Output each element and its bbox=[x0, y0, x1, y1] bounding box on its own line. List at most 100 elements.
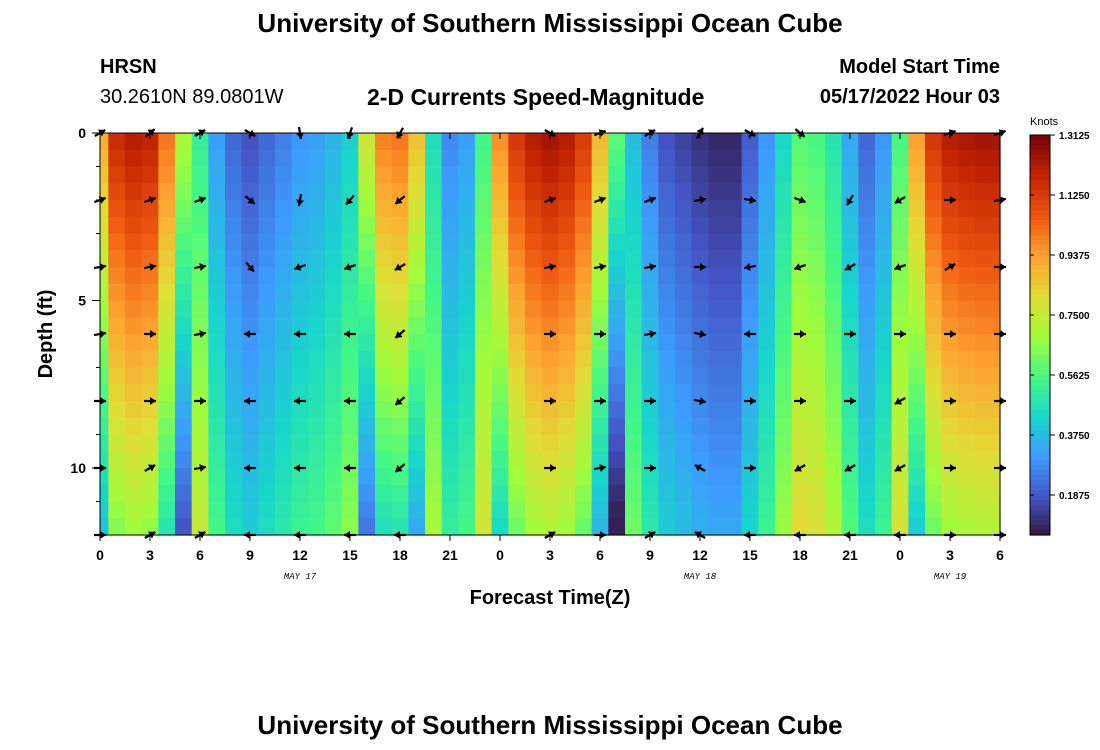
heatmap-cell bbox=[941, 501, 959, 519]
heatmap-cell bbox=[691, 501, 709, 519]
heatmap-cell bbox=[941, 417, 959, 436]
heatmap-cell bbox=[825, 233, 843, 251]
heatmap-cell bbox=[625, 166, 643, 184]
heatmap-cell bbox=[808, 200, 826, 218]
heatmap-cell bbox=[341, 183, 359, 201]
heatmap-cell bbox=[825, 200, 843, 218]
heatmap-cell bbox=[341, 350, 359, 369]
heatmap-cell bbox=[591, 451, 609, 469]
current-vector bbox=[994, 464, 1006, 472]
heatmap-cell bbox=[625, 133, 643, 151]
heatmap-cell bbox=[341, 367, 359, 385]
heatmap-cell bbox=[858, 501, 876, 519]
current-vector bbox=[643, 330, 657, 338]
heatmap-cell bbox=[641, 434, 659, 452]
heatmap-cell bbox=[608, 133, 626, 151]
heatmap-cell bbox=[758, 200, 776, 218]
heatmap-cell bbox=[758, 451, 776, 469]
heatmap-cell bbox=[425, 451, 443, 469]
heatmap-cell bbox=[941, 384, 959, 402]
heatmap-cell bbox=[808, 233, 826, 251]
current-vector bbox=[794, 464, 806, 472]
heatmap-cell bbox=[808, 317, 826, 335]
heatmap-cell bbox=[341, 501, 359, 519]
heatmap-cell bbox=[458, 149, 476, 168]
heatmap-cell bbox=[241, 200, 259, 218]
heatmap-cell bbox=[441, 501, 459, 519]
heatmap-cell bbox=[208, 367, 226, 385]
heatmap-cell bbox=[258, 216, 276, 235]
current-vector bbox=[846, 194, 854, 206]
heatmap-cell bbox=[775, 518, 793, 536]
heatmap-cell bbox=[775, 451, 793, 469]
heatmap-cell bbox=[891, 468, 909, 486]
heatmap-cell bbox=[841, 417, 859, 436]
heatmap-cell bbox=[491, 133, 509, 151]
heatmap-cell bbox=[225, 216, 243, 235]
heatmap-cell bbox=[358, 166, 376, 184]
heatmap-cell bbox=[158, 283, 176, 302]
colorbar-tick-label: 1.1250 bbox=[1059, 191, 1090, 202]
heatmap-cell bbox=[391, 417, 409, 436]
heatmap-cell bbox=[591, 350, 609, 369]
heatmap-cell bbox=[108, 200, 126, 218]
heatmap-cell bbox=[691, 233, 709, 251]
heatmap-cell bbox=[158, 434, 176, 452]
heatmap-cell bbox=[341, 451, 359, 469]
heatmap-cell bbox=[708, 183, 726, 201]
heatmap-cell bbox=[475, 317, 493, 335]
heatmap-cell bbox=[625, 250, 643, 268]
heatmap-cell bbox=[308, 334, 326, 352]
heatmap-cell bbox=[191, 166, 209, 184]
heatmap-cell bbox=[508, 149, 526, 168]
heatmap-cell bbox=[608, 283, 626, 302]
heatmap-cell bbox=[458, 451, 476, 469]
heatmap-cell bbox=[508, 166, 526, 184]
heatmap-cell bbox=[958, 166, 976, 184]
heatmap-cell bbox=[308, 200, 326, 218]
heatmap-cell bbox=[325, 133, 343, 151]
colorbar-segment bbox=[1030, 505, 1050, 511]
heatmap-cell bbox=[791, 501, 809, 519]
heatmap-cell bbox=[541, 367, 559, 385]
heatmap-cell bbox=[975, 334, 993, 352]
heatmap-cell bbox=[341, 334, 359, 352]
heatmap-cell bbox=[141, 317, 159, 335]
heatmap-cell bbox=[725, 216, 743, 235]
heatmap-cell bbox=[891, 501, 909, 519]
heatmap-cell bbox=[641, 267, 659, 285]
heatmap-cell bbox=[775, 384, 793, 402]
heatmap-cell bbox=[625, 451, 643, 469]
heatmap-cell bbox=[441, 233, 459, 251]
heatmap-cell bbox=[841, 434, 859, 452]
heatmap-cell bbox=[708, 518, 726, 536]
heatmap-cell bbox=[275, 334, 293, 352]
heatmap-cell bbox=[575, 451, 593, 469]
heatmap-cell bbox=[208, 350, 226, 369]
heatmap-cell bbox=[441, 350, 459, 369]
heatmap-cell bbox=[191, 149, 209, 168]
heatmap-cell bbox=[275, 350, 293, 369]
heatmap-cell bbox=[408, 451, 426, 469]
heatmap-cell bbox=[625, 233, 643, 251]
heatmap-cell bbox=[608, 384, 626, 402]
heatmap-cell bbox=[175, 283, 193, 302]
heatmap-cell bbox=[608, 401, 626, 419]
heatmap-cell bbox=[491, 350, 509, 369]
heatmap-cell bbox=[125, 401, 143, 419]
heatmap-cell bbox=[891, 401, 909, 419]
heatmap-cell bbox=[208, 501, 226, 519]
heatmap-cell bbox=[425, 434, 443, 452]
heatmap-cell bbox=[108, 149, 126, 168]
heatmap-cell bbox=[675, 300, 693, 318]
heatmap-cell bbox=[241, 451, 259, 469]
heatmap-cell bbox=[675, 451, 693, 469]
heatmap-cell bbox=[125, 133, 143, 151]
heatmap-cell bbox=[308, 350, 326, 369]
heatmap-cell bbox=[475, 133, 493, 151]
heatmap-cell bbox=[375, 451, 393, 469]
heatmap-cell bbox=[975, 283, 993, 302]
heatmap-cell bbox=[925, 401, 943, 419]
heatmap-cell bbox=[358, 484, 376, 503]
colorbar-segment bbox=[1030, 275, 1050, 281]
